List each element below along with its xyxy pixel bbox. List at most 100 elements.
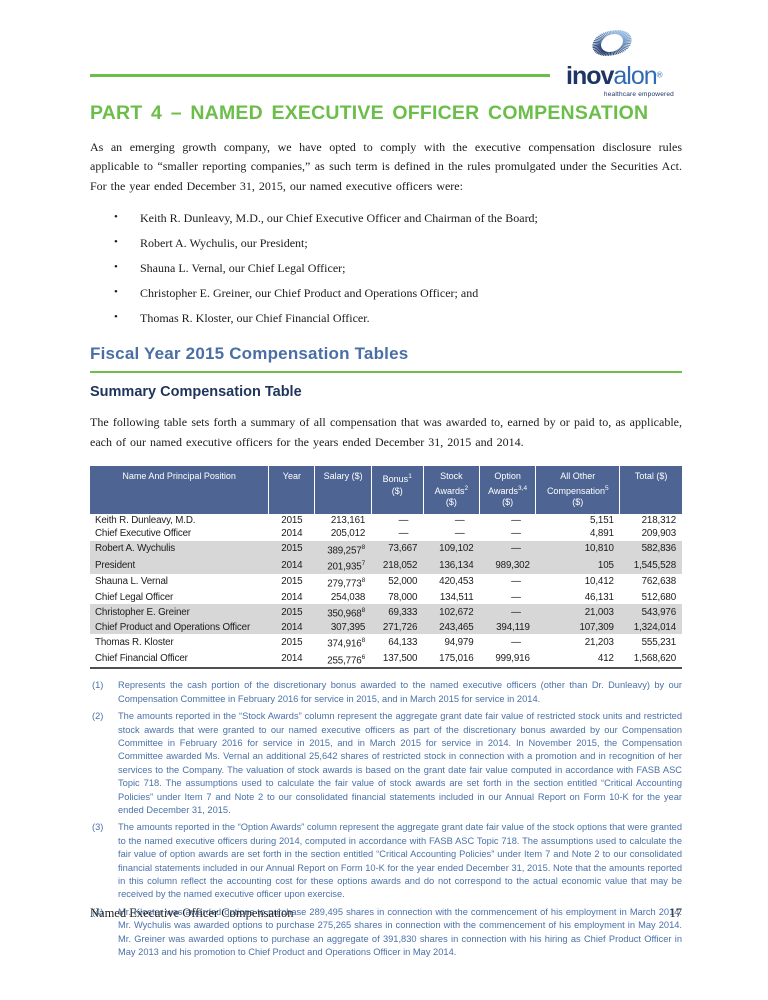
page-footer: Named Executive Officer Compensation 17: [90, 906, 682, 921]
table-cell: 52,000: [388, 576, 418, 588]
section-heading: Fiscal Year 2015 Compensation Tables: [90, 344, 409, 364]
footnote: (2) The amounts reported in the “Stock Aw…: [90, 710, 682, 817]
table-cell: 213,161: [330, 514, 366, 526]
table-header-row: Name And Principal Position Year Salary ($…: [90, 466, 682, 514]
header-rule: [90, 74, 550, 77]
table-cell: 1,568,620: [619, 650, 682, 670]
part-heading: PART 4 – NAMED EXECUTIVE OFFICER COMPENS…: [90, 102, 649, 124]
footnotes: (1) Represents the cash portion of the di…: [90, 679, 682, 959]
table-cell: 255,7766: [314, 650, 372, 670]
table-cell: 999,916: [479, 650, 536, 670]
logo-tagline: healthcare empowered: [603, 91, 674, 98]
footnote-number: (4): [92, 906, 104, 917]
column-header: Year: [268, 466, 316, 514]
table-cell: 218,312: [641, 514, 677, 526]
table-cell: 205,012: [330, 528, 366, 540]
name-cell: Thomas R. Kloster: [95, 636, 174, 648]
name-cell: Robert A. Wychulis: [90, 540, 269, 558]
name-cell: Keith R. Dunleavy, M.D.: [95, 514, 196, 526]
table-cell: 73,667: [371, 540, 424, 558]
column-header: Name And Principal Position: [90, 466, 270, 514]
officer-item: • Keith R. Dunleavy, M.D., our Chief Exec…: [90, 211, 682, 226]
table-cell: 1,324,014: [619, 620, 682, 634]
column-header: Total ($): [619, 466, 682, 514]
name-cell: President: [90, 557, 269, 574]
footnote-number: (1): [92, 680, 104, 691]
wordmark-light: alon: [613, 62, 657, 90]
table-cell: 5,151: [590, 514, 614, 526]
table-row: Chief Legal Officer 2014 254,038 78,000 134,…: [90, 591, 682, 604]
table-cell: 201,9357: [314, 557, 372, 574]
table-cell: 21,003: [535, 603, 620, 621]
table-cell: —: [511, 591, 521, 603]
table-intro-paragraph: The following table sets forth a summary…: [90, 415, 682, 449]
table-row: Thomas R. Kloster 2015 374,9168 64,133 94,97…: [90, 634, 682, 651]
footnote-number: (2): [92, 711, 104, 722]
officer-text: Keith R. Dunleavy, M.D., our Chief Execu…: [140, 211, 538, 226]
bullet-icon: •: [114, 311, 118, 324]
column-header: Stock Awards2 ($): [423, 466, 481, 514]
table-cell: —: [479, 603, 536, 621]
table-row: Robert A. Wychulis 2015 389,2578 73,667 109,…: [90, 540, 682, 558]
officer-item: • Christopher E. Greiner, our Chief Produ…: [90, 286, 682, 301]
column-header: Salary ($): [314, 466, 372, 514]
table-cell: 989,302: [479, 557, 536, 574]
summary-compensation-table: Name And Principal Position Year Salary ($…: [90, 466, 682, 670]
table-cell: —: [454, 514, 465, 526]
footer-title: Named Executive Officer Compensation: [90, 906, 294, 920]
table-cell: 1,545,528: [619, 557, 682, 574]
column-header: All Other Compensation5 ($): [535, 466, 621, 514]
year-cell: 2014: [268, 557, 315, 574]
footnote-text: Represents the cash portion of the discr…: [118, 680, 682, 704]
section-heading-rule: [90, 371, 682, 374]
inovalon-wordmark: inovalon®: [566, 64, 678, 89]
table-cell: —: [511, 636, 521, 648]
table-cell: 420,453: [439, 576, 474, 588]
bullet-icon: •: [114, 286, 118, 299]
table-cell: 412: [535, 650, 620, 670]
footnote-text: The amounts reported in the “Stock Award…: [118, 711, 682, 815]
table-cell: 209,903: [641, 528, 677, 540]
subsection-heading: Summary Compensation Table: [90, 384, 302, 401]
table-cell: 10,810: [535, 540, 620, 558]
table-cell: 105: [535, 557, 620, 574]
table-row: President 2014 201,9357 218,052 136,134 989,3…: [90, 557, 682, 574]
officer-text: Christopher E. Greiner, our Chief Produc…: [140, 286, 479, 301]
name-cell: Chief Legal Officer: [95, 591, 174, 603]
table-cell: 307,395: [314, 620, 372, 634]
table-cell: 69,333: [371, 603, 424, 621]
table-cell: 543,976: [619, 603, 682, 621]
table-cell: 271,726: [371, 620, 424, 634]
officer-text: Shauna L. Vernal, our Chief Legal Office…: [140, 261, 346, 276]
name-cell: Christopher E. Greiner: [90, 603, 269, 621]
table-cell: —: [479, 540, 536, 558]
table-cell: 136,134: [423, 557, 480, 574]
table-cell: 21,203: [584, 636, 614, 648]
table-cell: —: [398, 514, 409, 526]
page-content: PART 4 – NAMED EXECUTIVE OFFICER COMPENS…: [0, 102, 768, 959]
footnote: (4) Mr. Kloster was awarded options to pu…: [90, 906, 682, 960]
year-cell: 2014: [268, 650, 315, 670]
table-cell: 137,500: [371, 650, 424, 670]
table-row: Shauna L. Vernal 2015 279,7738 52,000 420,45…: [90, 574, 682, 591]
table-cell: 94,979: [444, 636, 474, 648]
table-row: Chief Financial Officer 2014 255,7766 137,5…: [90, 650, 682, 670]
wordmark-bold: inov: [566, 62, 614, 90]
name-cell: Chief Executive Officer: [95, 528, 192, 540]
table-cell: 374,9168: [327, 637, 366, 650]
table-cell: 102,672: [423, 603, 480, 621]
table-cell: 279,7738: [327, 576, 366, 590]
table-cell: 64,133: [388, 636, 418, 648]
table-cell: —: [511, 514, 521, 526]
year-cell: 2015: [268, 603, 315, 621]
footnote-text: Mr. Kloster was awarded options to purch…: [118, 906, 682, 958]
table-cell: 107,309: [535, 620, 620, 634]
year-cell: 2015: [281, 514, 303, 526]
table-cell: 10,412: [584, 576, 614, 588]
intro-paragraph: As an emerging growth company, we have o…: [90, 140, 682, 193]
table-cell: 175,016: [423, 650, 480, 670]
bullet-icon: •: [114, 261, 118, 274]
footnote: (3) The amounts reported in the “Option A…: [90, 821, 682, 901]
table-cell: 46,131: [584, 591, 614, 603]
year-cell: 2015: [281, 576, 303, 588]
